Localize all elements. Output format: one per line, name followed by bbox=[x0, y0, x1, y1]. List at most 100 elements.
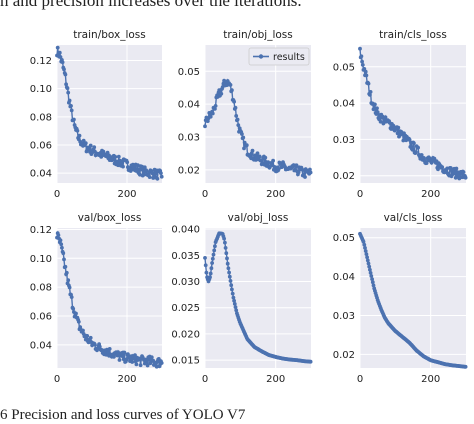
series-point bbox=[375, 106, 379, 111]
series-point bbox=[227, 274, 232, 279]
series-point bbox=[219, 91, 224, 96]
series-point bbox=[369, 274, 374, 278]
series-point bbox=[230, 88, 234, 93]
series-point bbox=[255, 151, 260, 156]
series-point bbox=[463, 175, 468, 180]
series-point bbox=[234, 308, 239, 313]
legend: results bbox=[248, 47, 310, 66]
series-point bbox=[74, 311, 78, 316]
series-point bbox=[228, 83, 233, 87]
series-point bbox=[373, 102, 377, 107]
series-point bbox=[232, 298, 237, 303]
series-point bbox=[296, 170, 301, 175]
series-point bbox=[463, 364, 468, 369]
series-point bbox=[210, 261, 215, 265]
series-point bbox=[303, 175, 307, 179]
y-tick-label: 0.08 bbox=[30, 283, 52, 294]
series-point bbox=[208, 114, 213, 119]
y-tick-label: 0.03 bbox=[178, 133, 200, 144]
series-point bbox=[71, 306, 76, 311]
series-point bbox=[220, 85, 225, 89]
series-point bbox=[378, 119, 383, 124]
series-point bbox=[223, 246, 228, 250]
series-point bbox=[81, 328, 85, 333]
series-point bbox=[363, 69, 368, 74]
series-point bbox=[232, 99, 237, 104]
series-point bbox=[212, 248, 217, 253]
y-tick-label: 0.08 bbox=[30, 112, 52, 123]
chart-panel-2: 0.02 0.03 0.04 0.05 0 200 train/obj_lossresult… bbox=[178, 29, 313, 200]
series-point bbox=[412, 141, 416, 146]
series-point bbox=[124, 357, 129, 362]
y-tick-label: 0.015 bbox=[171, 356, 200, 367]
series-point bbox=[121, 164, 125, 169]
series-point bbox=[110, 158, 115, 162]
series-point bbox=[58, 238, 63, 243]
y-tick-label: 0.04 bbox=[30, 340, 52, 351]
series-point bbox=[63, 264, 68, 269]
series-point bbox=[203, 263, 208, 268]
series-point bbox=[370, 277, 374, 281]
series-point bbox=[116, 154, 121, 159]
series-point bbox=[58, 55, 63, 59]
series-point bbox=[69, 104, 73, 108]
legend-label: results bbox=[273, 52, 305, 63]
series-point bbox=[368, 90, 373, 94]
chart-title: val/obj_loss bbox=[228, 212, 289, 224]
series-point bbox=[225, 256, 229, 261]
series-point bbox=[233, 305, 238, 309]
series-point bbox=[456, 172, 461, 177]
series-point bbox=[228, 279, 233, 283]
series-point bbox=[150, 171, 155, 176]
series-point bbox=[125, 160, 130, 165]
series-point bbox=[133, 353, 137, 357]
series-point bbox=[360, 63, 365, 67]
series-point bbox=[231, 295, 236, 300]
series-point bbox=[213, 104, 218, 108]
series-point bbox=[134, 362, 139, 367]
y-tick-label: 0.030 bbox=[171, 277, 200, 288]
x-tick-label: 200 bbox=[421, 189, 440, 200]
series-point bbox=[208, 275, 212, 280]
series-point bbox=[100, 348, 104, 352]
series-point bbox=[142, 165, 147, 170]
series-point bbox=[445, 166, 450, 171]
series-point bbox=[234, 114, 239, 118]
series-point bbox=[203, 256, 207, 260]
document-text-top: n and precision increases over the itera… bbox=[0, 0, 302, 10]
x-tick-label: 200 bbox=[266, 189, 285, 200]
x-tick-label: 200 bbox=[266, 374, 285, 385]
y-tick-label: 0.04 bbox=[178, 100, 200, 111]
series-point bbox=[263, 155, 268, 160]
chart-panel-5: 0.015 0.020 0.025 0.030 0.035 0.040 0 200 val/ob… bbox=[171, 212, 313, 385]
series-point bbox=[226, 266, 231, 271]
series-point bbox=[371, 107, 376, 112]
series-point bbox=[85, 334, 90, 338]
series-point bbox=[308, 359, 313, 364]
series-point bbox=[366, 81, 371, 86]
series-point bbox=[271, 158, 275, 163]
series-point bbox=[149, 355, 154, 360]
series-point bbox=[117, 358, 122, 362]
series-point bbox=[358, 46, 362, 51]
y-tick-label: 0.06 bbox=[30, 140, 52, 151]
chart-title: val/box_loss bbox=[78, 212, 142, 224]
series-point bbox=[222, 236, 227, 241]
series-point bbox=[276, 167, 281, 172]
series-point bbox=[142, 172, 147, 177]
y-tick-label: 0.05 bbox=[333, 233, 355, 244]
y-tick-label: 0.02 bbox=[178, 165, 200, 176]
chart-title: train/obj_loss bbox=[223, 29, 293, 41]
series-point bbox=[225, 261, 230, 266]
series-point bbox=[81, 138, 86, 143]
series-point bbox=[230, 287, 234, 292]
series-point bbox=[67, 98, 72, 103]
series-point bbox=[62, 257, 66, 262]
series-point bbox=[368, 271, 373, 275]
series-point bbox=[308, 170, 313, 175]
series-point bbox=[364, 73, 369, 78]
series-point bbox=[204, 270, 209, 275]
legend-box bbox=[248, 47, 310, 66]
series-point bbox=[205, 119, 210, 123]
